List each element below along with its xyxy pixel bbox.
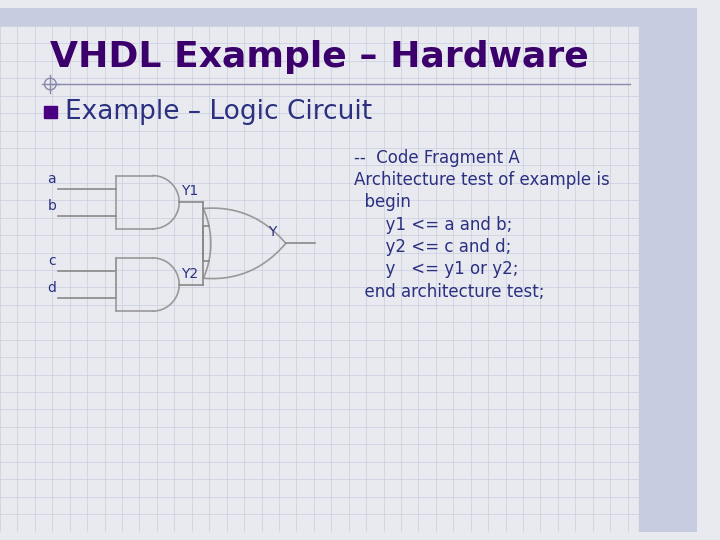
Text: VHDL Example – Hardware: VHDL Example – Hardware [50, 40, 589, 74]
Text: --  Code Fragment A: -- Code Fragment A [354, 149, 519, 167]
Text: Architecture test of example is: Architecture test of example is [354, 171, 609, 189]
Text: Y: Y [269, 225, 276, 239]
Text: Example – Logic Circuit: Example – Logic Circuit [65, 99, 372, 125]
Text: a: a [48, 172, 56, 186]
Text: Y2: Y2 [181, 267, 198, 281]
Text: begin: begin [354, 193, 410, 212]
Text: y2 <= c and d;: y2 <= c and d; [354, 238, 511, 256]
Text: c: c [48, 254, 56, 268]
Text: y   <= y1 or y2;: y <= y1 or y2; [354, 260, 518, 278]
Text: d: d [48, 281, 56, 295]
Bar [0, 9, 639, 25]
Text: y1 <= a and b;: y1 <= a and b; [354, 216, 512, 234]
Text: end architecture test;: end architecture test; [354, 282, 544, 301]
Text: b: b [48, 199, 56, 213]
Text: Y1: Y1 [181, 184, 199, 198]
Bar [639, 9, 698, 531]
